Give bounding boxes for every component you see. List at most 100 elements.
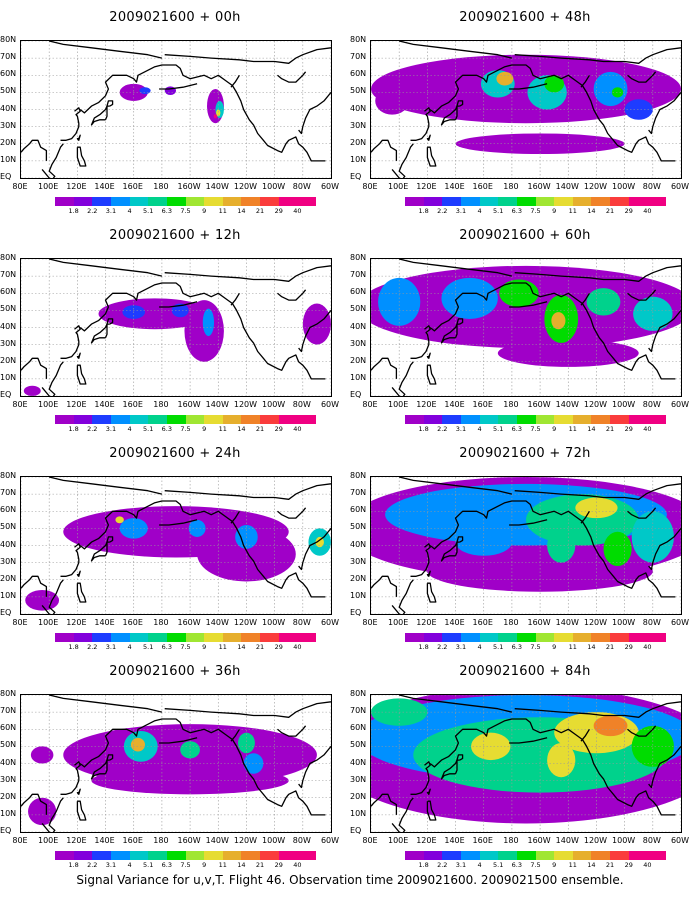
lat-tick-label: 60N <box>0 287 17 297</box>
lat-tick-label: 50N <box>350 740 367 750</box>
colorbar-label: 21 <box>605 207 615 215</box>
lat-tick-label: 10N <box>350 590 367 600</box>
map-svg <box>371 695 681 832</box>
coastline <box>391 822 401 832</box>
colorbar-label: 9 <box>552 643 557 651</box>
lon-tick-label: 80E <box>12 400 28 409</box>
coastline <box>90 759 108 780</box>
lon-tick-label: 80W <box>642 618 661 627</box>
colorbar-swatch <box>110 633 131 642</box>
lon-tick-label: 140E <box>94 618 115 627</box>
coastline <box>440 759 458 780</box>
lat-tick-label: EQ <box>350 826 362 835</box>
colorbar-swatch <box>628 633 648 642</box>
lon-tick-label: 100W <box>262 182 286 191</box>
lon-tick-label: 180 <box>503 182 519 191</box>
coastline <box>399 477 513 495</box>
colorbar-label: 14 <box>237 861 246 869</box>
colorbar-label: 4 <box>127 425 132 433</box>
colorbar-label: 3.1 <box>105 643 117 651</box>
variance-contour <box>371 54 681 124</box>
colorbar-label: 1.8 <box>68 425 79 433</box>
lat-tick-label: 60N <box>0 723 17 733</box>
colorbar-swatch <box>554 415 574 424</box>
colorbar-swatch <box>460 415 481 424</box>
colorbar-label: 29 <box>624 643 633 651</box>
variance-contour <box>30 746 54 764</box>
colorbar-label: 14 <box>237 425 246 433</box>
map-svg <box>371 259 681 396</box>
lat-tick-label: EQ <box>0 608 12 617</box>
colorbar-label: 3.1 <box>105 425 117 433</box>
colorbar-swatch <box>241 415 261 424</box>
colorbar-swatch <box>442 633 462 642</box>
lon-tick-label: 100E <box>388 182 409 191</box>
lon-tick-label: 120W <box>583 618 608 627</box>
coastline <box>426 800 437 821</box>
variance-contour <box>551 312 566 330</box>
colorbar-label: 11 <box>218 643 227 651</box>
lon-tick-label: 140W <box>205 618 229 627</box>
lon-tick-label: 140E <box>94 836 115 845</box>
colorbar-swatch <box>148 851 168 860</box>
lat-tick-label: 20N <box>350 791 367 801</box>
coastline <box>159 301 198 308</box>
lat-tick-label: 30N <box>0 338 17 348</box>
colorbar-label: 7.5 <box>530 207 541 215</box>
map-area <box>20 694 332 833</box>
colorbar-swatch <box>148 415 168 424</box>
colorbar-label: 3.1 <box>105 207 117 215</box>
coastline <box>48 579 64 614</box>
lat-tick-label: 80N <box>350 35 367 44</box>
colorbar-swatch <box>498 851 518 860</box>
lon-tick-label: 140E <box>444 182 465 191</box>
colorbar-swatch <box>166 197 186 206</box>
lon-tick-label: 120E <box>66 400 87 409</box>
variance-contour <box>586 288 621 316</box>
lon-tick-label: 80W <box>292 182 311 191</box>
coastline <box>399 41 513 59</box>
colorbar-swatch <box>297 633 317 642</box>
colorbar-swatch <box>278 851 298 860</box>
lon-tick-label: 160W <box>527 400 551 409</box>
lat-tick-label: 50N <box>0 304 17 314</box>
coastline <box>48 143 64 178</box>
colorbar-swatch <box>297 197 317 206</box>
lon-tick-label: 160W <box>527 618 551 627</box>
colorbar-label: 9 <box>202 425 207 433</box>
colorbar-label: 1.8 <box>68 207 79 215</box>
lon-tick-label: 160W <box>177 836 201 845</box>
lat-tick-label: EQ <box>0 390 12 399</box>
lon-tick-label: 180 <box>503 836 519 845</box>
coastline <box>429 282 676 380</box>
colorbar-swatch <box>185 851 205 860</box>
colorbar-label: 2.2 <box>87 643 98 651</box>
colorbar-swatch <box>73 633 93 642</box>
coastline <box>509 83 548 90</box>
colorbar-label: 11 <box>218 425 227 433</box>
colorbar-swatch <box>129 415 149 424</box>
colorbar-swatch <box>185 415 205 424</box>
coastline <box>48 361 64 396</box>
lat-tick-label: 60N <box>350 723 367 733</box>
coastline <box>410 543 431 577</box>
panel-title: 2009021600 + 84h <box>459 664 591 679</box>
lon-tick-label: 160E <box>122 836 143 845</box>
variance-contour <box>180 741 200 759</box>
lon-tick-label: 80E <box>362 836 378 845</box>
lon-tick-label: 80E <box>362 400 378 409</box>
coastline <box>79 500 326 598</box>
colorbar-label: 9 <box>552 861 557 869</box>
variance-contour <box>633 296 673 331</box>
colorbar-swatch <box>554 633 574 642</box>
lat-tick-label: 50N <box>0 740 17 750</box>
colorbar-swatch <box>628 197 648 206</box>
colorbar-swatch <box>572 415 592 424</box>
lon-tick-label: 180 <box>153 182 169 191</box>
lat-tick-label: 10N <box>0 808 17 818</box>
colorbar-label: 6.3 <box>161 643 173 651</box>
colorbar-swatch <box>297 415 317 424</box>
coastline <box>76 364 87 385</box>
variance-contour <box>427 550 653 592</box>
lon-tick-label: 60W <box>670 182 690 191</box>
